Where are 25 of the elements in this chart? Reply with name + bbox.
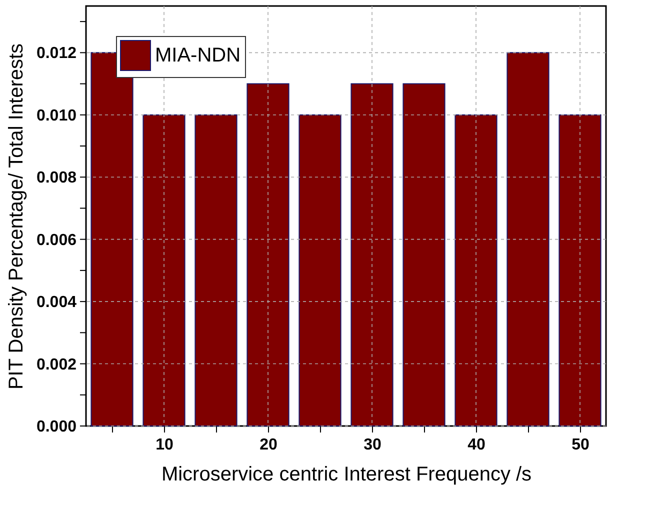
bar [246, 83, 290, 426]
legend-label: MIA-NDN [155, 44, 241, 66]
x-tick-label: 10 [156, 436, 174, 454]
y-tick-label: 0.012 [36, 45, 77, 62]
bar [142, 114, 186, 426]
bar [350, 83, 394, 426]
bar [454, 114, 498, 426]
bar [194, 114, 238, 426]
bar [298, 114, 342, 426]
x-tick-label: 30 [364, 436, 382, 454]
x-tick-label: 40 [468, 436, 486, 454]
y-tick-label: 0.010 [36, 107, 77, 124]
bar [402, 83, 446, 426]
bar [506, 52, 550, 426]
y-tick-label: 0.006 [36, 232, 77, 249]
y-tick-label: 0.002 [36, 356, 77, 374]
bar [558, 114, 602, 426]
x-axis-title: Microservice centric Interest Frequency /s [161, 464, 532, 486]
y-tick-label: 0.008 [36, 170, 77, 187]
y-tick-label: 0.004 [36, 294, 77, 312]
bar [90, 52, 134, 426]
y-axis-title: PIT Density Percentage/ Total Interests [5, 43, 28, 390]
x-tick-label: 20 [260, 436, 278, 454]
x-tick-label: 50 [572, 436, 590, 454]
y-tick-label: 0.000 [36, 418, 77, 436]
